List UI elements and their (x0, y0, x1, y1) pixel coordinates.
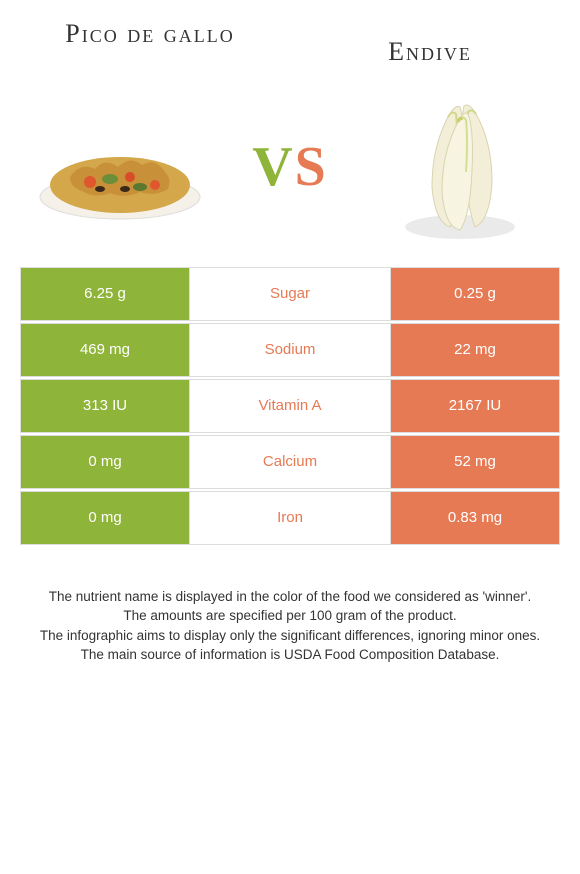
footer-line: The amounts are specified per 100 gram o… (20, 606, 560, 626)
vs-label: VS (252, 135, 328, 199)
right-food-image (370, 97, 550, 237)
right-value: 52 mg (390, 435, 560, 489)
footer-line: The main source of information is USDA F… (20, 645, 560, 665)
table-row: 6.25 g Sugar 0.25 g (20, 267, 560, 321)
left-value: 0 mg (20, 491, 190, 545)
images-row: VS (0, 77, 580, 267)
table-row: 0 mg Calcium 52 mg (20, 435, 560, 489)
left-value: 0 mg (20, 435, 190, 489)
right-value: 0.83 mg (390, 491, 560, 545)
left-title: Pico de gallo (60, 20, 240, 67)
vs-s: S (295, 136, 328, 198)
left-food-image (30, 97, 210, 237)
nutrient-label: Vitamin A (190, 379, 390, 433)
nutrient-label: Calcium (190, 435, 390, 489)
table-row: 313 IU Vitamin A 2167 IU (20, 379, 560, 433)
nutrient-label: Sodium (190, 323, 390, 377)
nutrient-label: Sugar (190, 267, 390, 321)
right-title: Endive (340, 20, 520, 67)
titles-row: Pico de gallo Endive (0, 0, 580, 77)
vs-v: V (252, 136, 294, 198)
right-value: 2167 IU (390, 379, 560, 433)
right-value: 22 mg (390, 323, 560, 377)
left-value: 469 mg (20, 323, 190, 377)
right-value: 0.25 g (390, 267, 560, 321)
footer-notes: The nutrient name is displayed in the co… (0, 547, 580, 665)
table-row: 469 mg Sodium 22 mg (20, 323, 560, 377)
table-row: 0 mg Iron 0.83 mg (20, 491, 560, 545)
left-value: 6.25 g (20, 267, 190, 321)
footer-line: The nutrient name is displayed in the co… (20, 587, 560, 607)
left-value: 313 IU (20, 379, 190, 433)
nutrient-label: Iron (190, 491, 390, 545)
comparison-table: 6.25 g Sugar 0.25 g 469 mg Sodium 22 mg … (0, 267, 580, 545)
footer-line: The infographic aims to display only the… (20, 626, 560, 646)
